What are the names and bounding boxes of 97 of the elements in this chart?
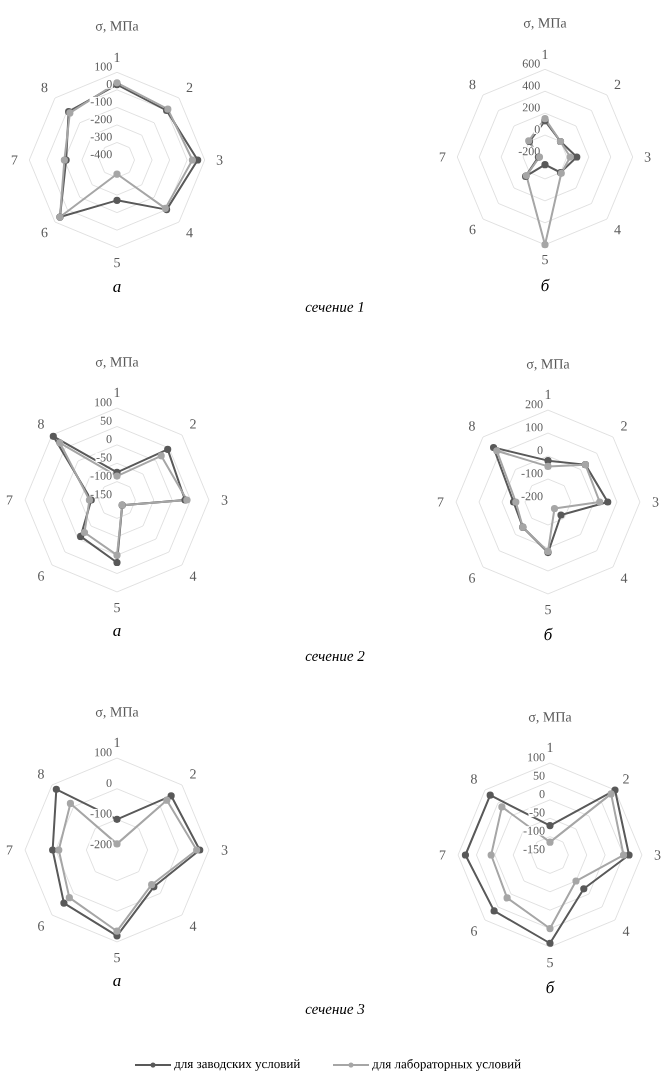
- spoke-label: 1: [114, 737, 120, 748]
- text: сечение 3: [305, 1003, 365, 1015]
- chart-title: σ, МПа: [95, 357, 139, 369]
- spoke-label: 8: [469, 79, 476, 90]
- y-tick-label: -300: [90, 132, 112, 141]
- chart-title: σ, МПа: [95, 21, 139, 33]
- y-tick-label: -150: [90, 490, 112, 499]
- y-tick-label: -200: [521, 492, 543, 501]
- spoke-label: 6: [38, 571, 45, 581]
- y-tick-label: 400: [522, 81, 540, 90]
- spoke-label: 3: [216, 155, 223, 165]
- spoke-label: 3: [221, 495, 228, 505]
- y-tick-label: 50: [533, 771, 545, 780]
- spoke-label: 8: [37, 419, 44, 429]
- spoke-label: 4: [620, 573, 628, 583]
- y-tick-label: 0: [534, 125, 540, 134]
- spoke-label: 8: [470, 774, 477, 784]
- text: а: [113, 283, 121, 293]
- text: а: [113, 977, 121, 987]
- spoke-label: 6: [38, 921, 45, 931]
- spoke-label: 1: [114, 387, 120, 398]
- spoke-label: 7: [439, 850, 446, 860]
- spoke-label: 7: [6, 845, 13, 855]
- spoke-label: 3: [221, 845, 228, 855]
- y-tick-label: -200: [90, 840, 112, 849]
- y-tick-label: 100: [95, 748, 112, 757]
- spoke-label: 7: [6, 495, 13, 505]
- text: б: [546, 980, 555, 994]
- legend-label: для заводских условий: [174, 1059, 301, 1071]
- spoke-label: 4: [614, 224, 621, 235]
- y-tick-label: 100: [95, 62, 112, 71]
- spoke-label: 6: [469, 573, 476, 583]
- y-tick-label: 0: [539, 790, 545, 799]
- y-tick-label: 0: [106, 778, 112, 787]
- spoke-label: 1: [545, 389, 551, 400]
- y-tick-label: 100: [95, 398, 112, 407]
- spoke-label: 1: [542, 49, 548, 60]
- text: б: [541, 278, 550, 292]
- spoke-label: 4: [189, 921, 197, 931]
- y-tick-label: 0: [106, 80, 112, 89]
- spoke-label: 4: [186, 227, 193, 238]
- y-tick-label: -100: [90, 97, 112, 106]
- y-tick-label: -200: [90, 115, 112, 124]
- legend-label: для лабораторных условий: [372, 1058, 521, 1072]
- spoke-label: 3: [654, 850, 661, 860]
- y-tick-label: 200: [522, 103, 540, 112]
- text: б: [544, 627, 553, 641]
- spoke-label: 2: [190, 769, 196, 779]
- spoke-label: 1: [547, 742, 553, 753]
- spoke-label: 2: [190, 419, 196, 429]
- spoke-label: 5: [114, 602, 120, 613]
- y-tick-label: -50: [529, 808, 545, 817]
- chart-title: σ, МПа: [523, 18, 567, 30]
- spoke-label: 7: [11, 155, 18, 165]
- spoke-label: 4: [189, 571, 197, 581]
- spoke-label: 5: [114, 952, 120, 963]
- spoke-label: 5: [547, 957, 553, 968]
- y-tick-label: 0: [537, 446, 543, 455]
- spoke-label: 3: [652, 497, 659, 507]
- spoke-label: 2: [614, 79, 621, 90]
- chart-title: σ, МПа: [528, 712, 572, 724]
- y-tick-label: -200: [518, 147, 540, 156]
- chart-title: σ, МПа: [95, 707, 139, 719]
- y-tick-label: -400: [90, 150, 112, 159]
- spoke-label: 8: [468, 421, 475, 431]
- spoke-label: 2: [186, 82, 193, 93]
- y-tick-label: 600: [522, 59, 540, 68]
- spoke-label: 2: [621, 421, 627, 431]
- spoke-label: 2: [623, 774, 629, 784]
- spoke-label: 6: [41, 227, 48, 238]
- y-tick-label: 100: [528, 753, 545, 762]
- text: сечение 2: [305, 650, 365, 662]
- spoke-label: 8: [41, 82, 48, 93]
- spoke-label: 7: [439, 152, 446, 162]
- y-tick-label: 100: [526, 423, 543, 432]
- spoke-label: 5: [114, 257, 120, 268]
- text: а: [113, 627, 121, 637]
- y-tick-label: 0: [106, 435, 112, 444]
- spoke-label: 7: [437, 497, 444, 507]
- y-tick-label: 200: [525, 400, 543, 409]
- chart-title: σ, МПа: [526, 359, 570, 371]
- spoke-label: 8: [37, 769, 44, 779]
- y-tick-label: -100: [523, 826, 545, 835]
- spoke-label: 4: [622, 926, 630, 936]
- spoke-label: 6: [469, 224, 476, 235]
- y-tick-label: 50: [100, 416, 112, 425]
- y-tick-label: -150: [523, 845, 545, 854]
- y-tick-label: -100: [90, 471, 112, 480]
- spoke-label: 3: [644, 152, 651, 162]
- y-tick-label: -50: [96, 453, 112, 462]
- spoke-label: 1: [114, 52, 120, 63]
- spoke-label: 5: [545, 604, 551, 615]
- spoke-label: 6: [471, 926, 478, 936]
- y-tick-label: -100: [521, 469, 543, 478]
- y-tick-label: -100: [90, 809, 112, 818]
- spoke-label: 5: [542, 254, 548, 265]
- text: сечение 1: [305, 301, 364, 313]
